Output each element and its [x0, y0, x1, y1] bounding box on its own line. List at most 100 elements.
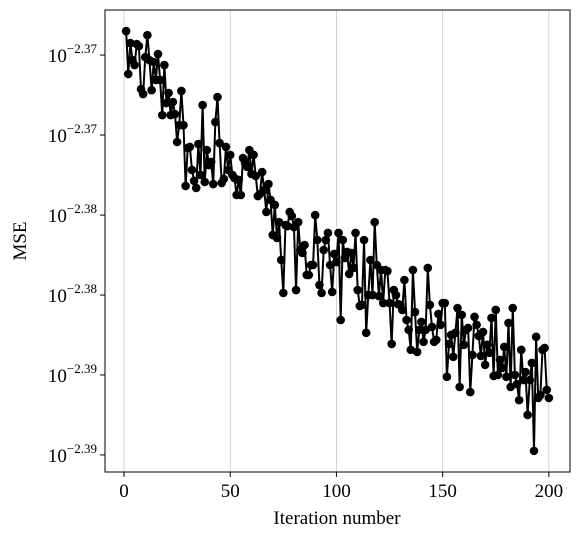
- point: [529, 446, 539, 456]
- point: [459, 340, 469, 350]
- point: [540, 343, 549, 353]
- point: [480, 360, 490, 370]
- point: [211, 117, 220, 127]
- point: [198, 100, 207, 110]
- point: [472, 320, 481, 330]
- point: [291, 285, 301, 295]
- point: [121, 26, 131, 36]
- point: [177, 86, 186, 96]
- point: [332, 257, 341, 267]
- point: [304, 270, 314, 280]
- point: [504, 318, 513, 328]
- point: [249, 150, 258, 160]
- x-tick-label: 0: [119, 481, 129, 502]
- point: [153, 49, 163, 59]
- point: [527, 358, 537, 368]
- point: [327, 287, 337, 297]
- point: [143, 30, 152, 40]
- point: [508, 303, 518, 313]
- point: [293, 217, 303, 227]
- point: [410, 307, 420, 317]
- point: [242, 162, 252, 172]
- point: [310, 210, 320, 220]
- x-axis-label: Iteration number: [273, 508, 401, 529]
- point: [279, 288, 288, 298]
- point: [451, 328, 460, 338]
- point: [308, 260, 318, 270]
- point: [323, 228, 333, 238]
- point: [353, 285, 362, 295]
- point: [336, 315, 345, 325]
- point: [219, 174, 229, 184]
- point: [283, 221, 292, 231]
- point: [385, 298, 394, 308]
- y-tick-label: 10−2.38: [48, 201, 97, 227]
- point: [149, 57, 159, 67]
- point: [502, 372, 511, 382]
- point: [330, 249, 339, 259]
- point: [196, 170, 205, 180]
- point: [397, 305, 407, 315]
- point: [419, 337, 428, 347]
- point: [191, 183, 201, 193]
- point: [485, 348, 494, 358]
- point: [491, 305, 501, 315]
- point: [213, 92, 222, 102]
- point: [147, 85, 156, 95]
- point: [272, 233, 282, 243]
- point: [425, 300, 435, 310]
- point: [172, 137, 182, 147]
- point: [478, 327, 488, 337]
- point: [221, 142, 231, 152]
- point: [542, 385, 552, 395]
- point: [215, 138, 224, 148]
- point: [497, 363, 507, 373]
- y-tick-label: 10−2.39: [48, 441, 97, 467]
- point: [499, 342, 509, 352]
- point: [160, 60, 169, 70]
- point: [300, 240, 309, 250]
- point: [417, 317, 426, 327]
- point: [463, 323, 473, 333]
- point: [357, 300, 367, 310]
- point: [427, 322, 437, 332]
- point: [164, 88, 173, 98]
- point: [338, 235, 348, 245]
- point: [531, 332, 541, 342]
- point: [470, 312, 479, 322]
- point: [431, 335, 441, 345]
- point: [344, 269, 354, 279]
- point: [436, 320, 445, 330]
- x-tick-label: 100: [322, 481, 351, 502]
- point: [468, 350, 477, 360]
- point: [391, 290, 401, 300]
- x-tick-label: 200: [535, 481, 564, 502]
- point: [189, 176, 199, 186]
- point: [298, 248, 307, 258]
- point: [349, 263, 358, 273]
- point: [361, 328, 371, 338]
- point: [123, 69, 133, 79]
- point: [170, 109, 180, 119]
- x-tick-label: 150: [428, 481, 457, 502]
- y-axis-label: MSE: [10, 221, 31, 260]
- point: [512, 379, 522, 389]
- point: [404, 325, 413, 335]
- point: [315, 280, 324, 290]
- plot-frame: [104, 9, 571, 473]
- point: [514, 395, 524, 405]
- point: [187, 165, 197, 175]
- point: [414, 325, 424, 335]
- point: [495, 355, 505, 365]
- point: [455, 382, 464, 392]
- point: [157, 110, 167, 120]
- x-tick-label: 50: [221, 481, 240, 502]
- point: [321, 235, 331, 245]
- point: [317, 288, 326, 298]
- point: [482, 340, 492, 350]
- point: [536, 390, 545, 400]
- point: [440, 298, 450, 308]
- point: [510, 370, 520, 380]
